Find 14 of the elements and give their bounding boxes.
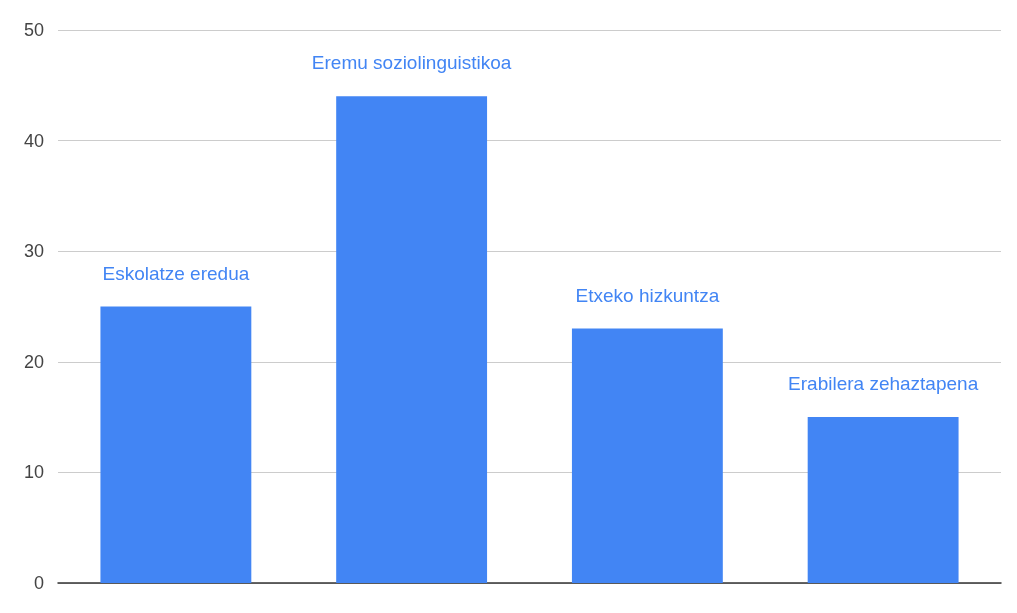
x-tick-label: Eskolatze eredua	[102, 262, 250, 284]
y-tick-label: 10	[23, 462, 44, 483]
x-tick-label: Eremu soziolinguistikoa	[311, 52, 512, 74]
bar	[807, 417, 959, 583]
bar	[336, 96, 488, 583]
bar	[571, 328, 723, 583]
y-tick-label: 20	[23, 351, 44, 372]
y-tick-label: 50	[23, 20, 44, 40]
x-tick-label: Erabilera zehaztapena	[788, 373, 979, 395]
y-tick-label: 0	[33, 573, 44, 593]
x-tick-label: Etxeko hizkuntza	[575, 284, 720, 306]
y-tick-label: 40	[23, 130, 44, 151]
bar	[100, 306, 252, 583]
y-tick-label: 30	[23, 241, 44, 262]
